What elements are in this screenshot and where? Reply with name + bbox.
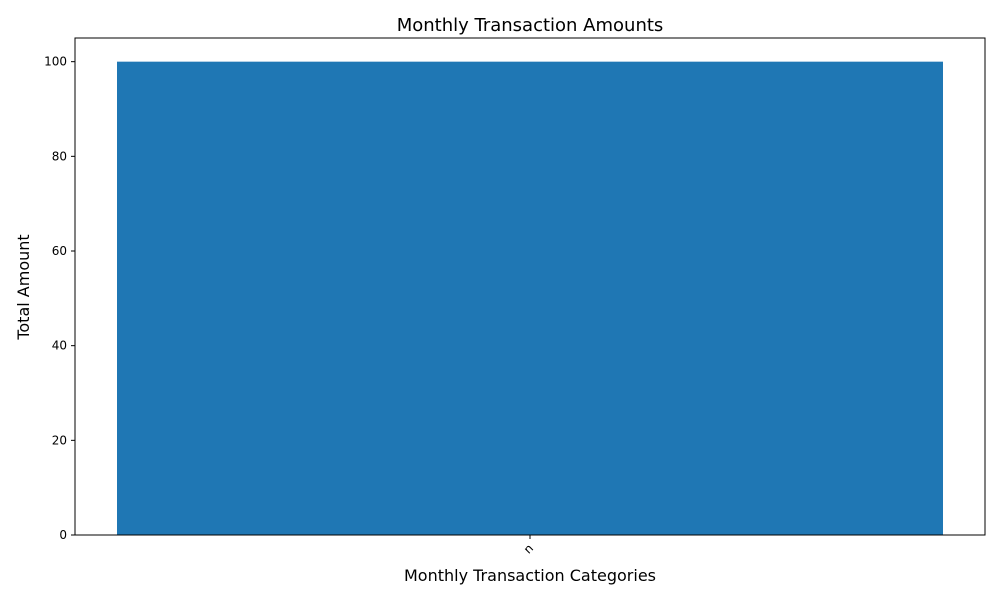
y-tick-label: 20 — [52, 433, 67, 447]
y-axis-ticks: 0 20 40 60 80 100 — [44, 55, 75, 542]
y-axis-label: Total Amount — [14, 234, 33, 340]
x-axis-label: Monthly Transaction Categories — [404, 566, 656, 585]
y-tick-label: 0 — [59, 528, 67, 542]
bars-layer — [117, 61, 943, 536]
plot-area-frame — [74, 37, 986, 536]
y-tick-label: 100 — [44, 55, 67, 69]
y-tick-label: 60 — [52, 244, 67, 258]
bar — [117, 61, 943, 536]
y-tick-label: 80 — [52, 149, 67, 163]
chart-title: Monthly Transaction Amounts — [397, 15, 664, 36]
y-tick-label: 40 — [52, 339, 67, 353]
